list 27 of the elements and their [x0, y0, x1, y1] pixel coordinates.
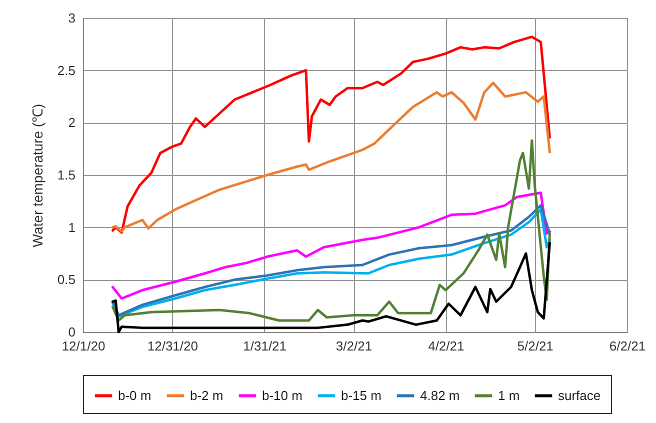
y-tick-label: 2.5 [57, 62, 76, 78]
legend-label: b-2 m [190, 388, 224, 403]
legend-label: surface [558, 388, 601, 403]
line-series [111, 139, 551, 322]
x-tick-label: 5/2/21 [517, 338, 554, 354]
legend-label: b-0 m [118, 388, 152, 403]
line-series [111, 36, 551, 234]
legend-label: b-10 m [262, 388, 302, 403]
legend-label: b-15 m [341, 388, 382, 403]
y-tick-label: 2 [68, 115, 76, 130]
y-axis-title: Water temperature (℃) [29, 104, 46, 248]
line-series [111, 192, 551, 300]
legend-label: 4.82 m [420, 388, 460, 403]
x-tick-label: 3/2/21 [336, 338, 372, 354]
x-tick-label: 12/31/20 [147, 338, 198, 354]
x-tick-label: 6/2/21 [609, 338, 646, 354]
line-series [111, 242, 551, 334]
line-series [111, 82, 551, 233]
y-tick-label: 0.5 [57, 272, 76, 288]
x-tick-label: 12/1/20 [62, 338, 106, 354]
x-tick-label: 1/31/21 [243, 338, 287, 354]
y-tick-label: 1.5 [57, 168, 76, 182]
y-tick-label: 0 [68, 324, 76, 340]
x-tick-label: 4/2/21 [428, 338, 464, 354]
legend-label: 1 m [498, 388, 520, 403]
y-tick-label: 1 [68, 220, 76, 235]
y-tick-label: 3 [68, 10, 76, 26]
